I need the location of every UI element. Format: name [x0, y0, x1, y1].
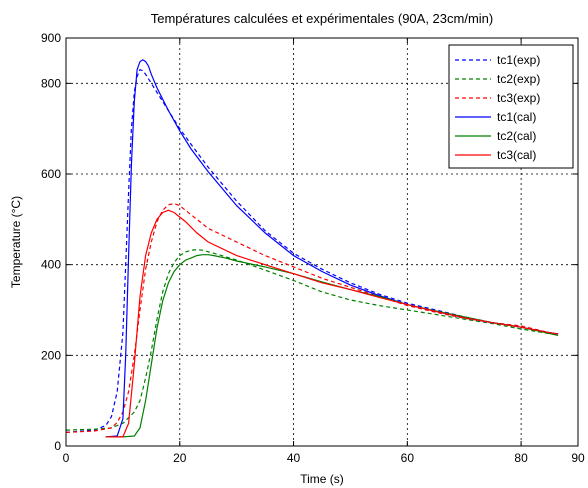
x-tick-label: 80 — [514, 451, 528, 465]
legend-box — [448, 44, 574, 169]
legend-label: tc2(exp) — [497, 72, 540, 86]
grid — [66, 38, 578, 446]
legend-label: tc1(exp) — [497, 53, 540, 67]
chart-title: Températures calculées et expérimentales… — [151, 11, 493, 26]
x-tick-label: 60 — [401, 451, 415, 465]
x-tick-label: 0 — [63, 451, 70, 465]
series-line-tc3-cal — [105, 209, 559, 438]
y-tick-label: 0 — [54, 439, 61, 453]
series-group — [65, 59, 559, 438]
series-line-tc2-exp — [65, 249, 559, 431]
y-tick-label: 900 — [41, 31, 61, 45]
legend-label: tc3(cal) — [497, 148, 536, 162]
y-tick-label: 800 — [41, 76, 61, 90]
x-axis-label: Time (s) — [300, 472, 344, 486]
y-tick-label: 400 — [41, 258, 61, 272]
plot-frame — [65, 37, 579, 447]
legend: tc1(exp) tc2(exp) tc3(exp) tc1(cal) tc2(cal)… — [448, 44, 574, 169]
x-tick-label: 20 — [173, 451, 187, 465]
legend-label: tc2(cal) — [497, 129, 536, 143]
legend-label: tc1(cal) — [497, 110, 536, 124]
y-tick-label: 600 — [41, 167, 61, 181]
series-line-tc3-exp — [65, 202, 559, 433]
y-axis-label: Temperature (°C) — [9, 196, 23, 288]
x-tick-label: 90 — [571, 451, 585, 465]
x-tick-label: 40 — [287, 451, 301, 465]
legend-label: tc3(exp) — [497, 91, 540, 105]
y-tick-label: 200 — [41, 348, 61, 362]
